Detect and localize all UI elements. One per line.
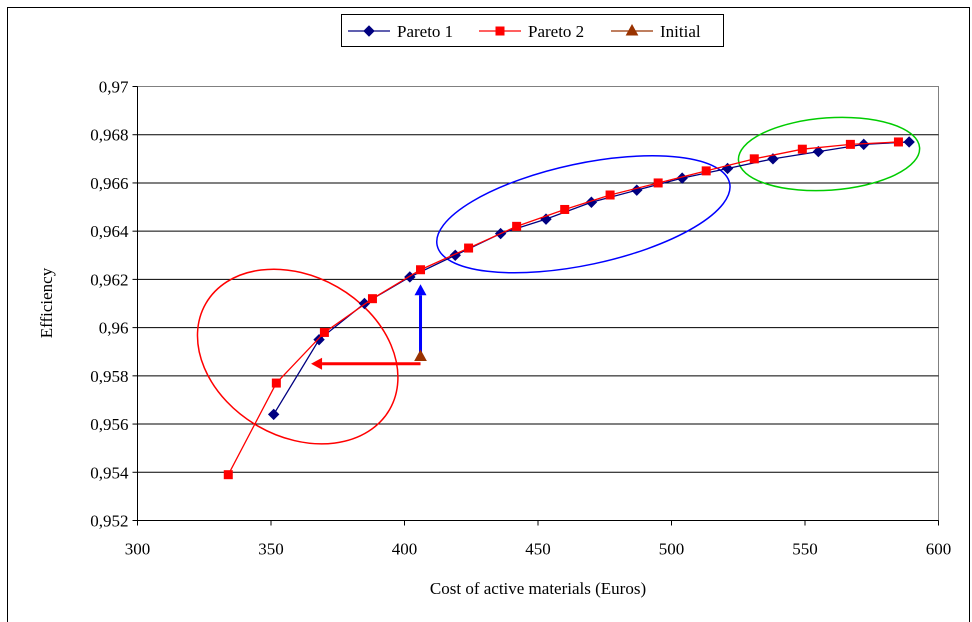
arrow-head bbox=[311, 357, 323, 370]
data-point bbox=[653, 178, 663, 188]
data-point bbox=[223, 470, 233, 480]
arrow-1 bbox=[311, 357, 421, 370]
x-tick-label: 350 bbox=[258, 540, 284, 559]
data-point bbox=[464, 243, 474, 253]
series-pareto-2 bbox=[223, 137, 903, 480]
y-tick-label: 0,962 bbox=[90, 270, 128, 289]
x-tick-label: 400 bbox=[392, 540, 418, 559]
legend-marker bbox=[363, 25, 375, 37]
y-tick-label: 0,96 bbox=[99, 319, 129, 338]
grid-lines bbox=[137, 134, 939, 473]
highlight-ellipse-3 bbox=[737, 116, 921, 192]
legend: Pareto 1 Pareto 2 Initial bbox=[341, 14, 724, 47]
y-axis: 0,952 0,954 0,956 0,958 0,96 0,962 0,964 0,966 0… bbox=[90, 78, 138, 531]
data-point bbox=[267, 408, 280, 421]
highlight-ellipse-1 bbox=[196, 268, 399, 445]
data-point bbox=[313, 333, 325, 346]
arrow-2 bbox=[414, 284, 427, 357]
y-tick-label: 0,964 bbox=[90, 222, 129, 241]
data-point bbox=[512, 221, 522, 231]
data-point bbox=[797, 144, 807, 154]
plot-area-border bbox=[137, 86, 939, 521]
x-tick-label: 300 bbox=[125, 540, 151, 559]
legend-marker bbox=[625, 23, 639, 36]
y-tick-label: 0,956 bbox=[90, 415, 128, 434]
data-point bbox=[903, 136, 915, 148]
data-point bbox=[845, 139, 855, 149]
y-tick-label: 0,968 bbox=[90, 126, 128, 145]
arrow-head bbox=[414, 284, 427, 296]
data-point bbox=[605, 190, 615, 200]
x-tick-label: 600 bbox=[926, 540, 952, 559]
x-axis-title: Cost of active materials (Euros) bbox=[430, 579, 646, 598]
legend-marker bbox=[495, 26, 505, 36]
data-point bbox=[271, 378, 281, 388]
x-tick-label: 500 bbox=[659, 540, 685, 559]
y-tick-label: 0,97 bbox=[99, 78, 129, 97]
y-tick-label: 0,954 bbox=[90, 463, 129, 482]
data-point bbox=[893, 137, 903, 147]
data-point bbox=[749, 154, 759, 164]
legend-label: Pareto 2 bbox=[528, 22, 584, 41]
plot-area bbox=[137, 86, 939, 521]
y-tick-label: 0,958 bbox=[90, 367, 128, 386]
data-point bbox=[416, 265, 426, 275]
x-tick-label: 450 bbox=[525, 540, 551, 559]
data-point bbox=[767, 153, 779, 165]
data-point bbox=[367, 294, 377, 304]
data-point bbox=[812, 145, 825, 158]
data-point bbox=[319, 327, 329, 337]
x-axis: 300 350 400 450 500 550 600 bbox=[125, 520, 952, 559]
annotation-layer bbox=[196, 116, 921, 445]
y-tick-label: 0,952 bbox=[90, 512, 128, 531]
y-axis-title: Efficiency bbox=[37, 267, 56, 338]
legend-label: Initial bbox=[660, 22, 701, 41]
series-initial bbox=[414, 349, 427, 362]
x-tick-label: 550 bbox=[792, 540, 818, 559]
legend-item-pareto-2: Pareto 2 bbox=[479, 22, 584, 41]
y-tick-label: 0,966 bbox=[90, 174, 128, 193]
series-layer bbox=[223, 136, 915, 480]
data-point bbox=[560, 204, 570, 214]
data-point bbox=[858, 138, 870, 151]
legend-box bbox=[341, 14, 724, 47]
legend-label: Pareto 1 bbox=[397, 22, 453, 41]
legend-items: Pareto 1 Pareto 2 Initial bbox=[348, 22, 701, 41]
data-point bbox=[701, 166, 711, 176]
highlight-ellipse-2 bbox=[436, 155, 731, 274]
legend-item-pareto-1: Pareto 1 bbox=[348, 22, 453, 41]
legend-item-initial: Initial bbox=[611, 22, 701, 41]
data-point bbox=[414, 349, 427, 362]
